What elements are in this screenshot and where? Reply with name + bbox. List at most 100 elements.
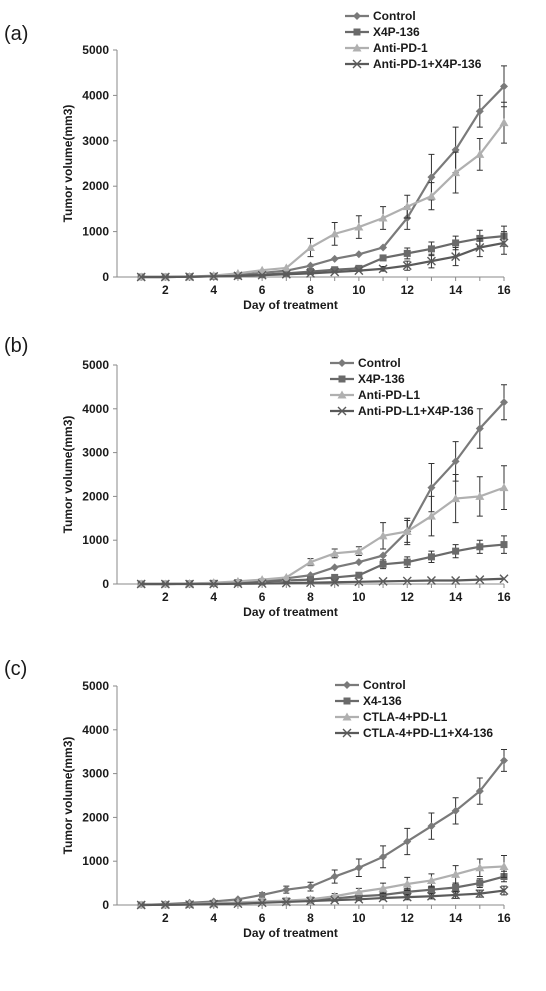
data-point bbox=[451, 494, 461, 503]
data-point bbox=[354, 266, 364, 276]
data-point bbox=[306, 882, 315, 891]
legend-label: Anti-PD-1+X4P-136 bbox=[373, 57, 482, 71]
panel-c-series-4-line bbox=[141, 889, 505, 907]
panel-a-xtick-label: 6 bbox=[259, 283, 266, 297]
panel-b-ytick-label: 0 bbox=[102, 577, 109, 591]
data-point bbox=[257, 270, 267, 280]
panel-b-legend: Control X4P-136 Anti-PD-L1 Anti-PD-L1+X4P-1… bbox=[330, 356, 474, 418]
panel-a-series-1-line bbox=[141, 85, 505, 279]
data-point bbox=[257, 579, 267, 589]
panel-c-ytick-label: 4000 bbox=[82, 723, 109, 737]
data-point bbox=[136, 272, 146, 282]
panel-b-xtick-label: 2 bbox=[162, 590, 169, 604]
legend-label: Control bbox=[358, 356, 401, 370]
data-point bbox=[427, 245, 435, 253]
data-point bbox=[451, 252, 461, 262]
panel-c-xtick-label: 2 bbox=[162, 911, 169, 925]
data-point bbox=[499, 886, 509, 896]
legend-marker bbox=[343, 697, 351, 705]
data-point bbox=[355, 264, 363, 272]
legend-marker bbox=[337, 390, 347, 399]
data-point bbox=[379, 560, 387, 568]
panel-a-xtick-label: 10 bbox=[352, 283, 366, 297]
panel-a-series-1 bbox=[137, 65, 508, 281]
panel-c-y-axis-title: Tumor volume(mm3) bbox=[61, 737, 75, 855]
data-point bbox=[379, 852, 388, 861]
data-point bbox=[426, 511, 436, 520]
panel-c-ytick-label: 3000 bbox=[82, 767, 109, 781]
legend-label: Anti-PD-L1+X4P-136 bbox=[358, 404, 474, 418]
panel-b-xtick-label: 12 bbox=[401, 590, 415, 604]
data-point bbox=[282, 885, 291, 894]
data-point bbox=[499, 483, 509, 492]
data-point bbox=[160, 579, 170, 589]
panel-b-xtick-label: 4 bbox=[210, 590, 217, 604]
data-point bbox=[402, 202, 412, 211]
panel-a-xtick-label: 12 bbox=[401, 283, 415, 297]
data-point bbox=[451, 457, 460, 466]
data-point bbox=[281, 897, 291, 907]
legend-marker bbox=[352, 59, 362, 69]
data-point bbox=[426, 191, 436, 200]
data-point bbox=[330, 267, 340, 277]
data-point bbox=[452, 547, 460, 555]
data-point bbox=[499, 861, 509, 870]
data-point bbox=[402, 879, 412, 888]
data-point bbox=[500, 398, 508, 407]
data-point bbox=[475, 107, 484, 116]
legend-label: X4P-136 bbox=[358, 372, 405, 386]
data-point bbox=[306, 896, 315, 906]
panel-b-series-4-line bbox=[141, 577, 505, 586]
panel-a-legend: Control X4P-136 Anti-PD-1 Anti-PD-1+X4P-136 bbox=[345, 9, 482, 71]
panel-c-xtick-label: 8 bbox=[307, 911, 314, 925]
panel-a-xtick-label: 2 bbox=[162, 283, 169, 297]
legend-marker bbox=[353, 12, 361, 20]
data-point bbox=[379, 551, 388, 560]
data-point bbox=[402, 526, 412, 535]
panel-c-xtick-label: 6 bbox=[259, 911, 266, 925]
data-point bbox=[451, 869, 461, 878]
data-point bbox=[233, 579, 243, 589]
panel-b-xtick-label: 16 bbox=[497, 590, 511, 604]
data-point bbox=[403, 837, 412, 846]
data-point bbox=[160, 272, 170, 282]
panel-b-series-3 bbox=[136, 465, 509, 588]
data-point bbox=[426, 891, 436, 901]
panel-c-xtick-label: 12 bbox=[401, 911, 415, 925]
data-point bbox=[355, 571, 363, 579]
panel-c-series-4 bbox=[136, 885, 509, 910]
panel-a-x-axis-title: Day of treatment bbox=[243, 298, 338, 312]
panel-b-ytick-label: 3000 bbox=[82, 446, 109, 460]
panel-b-x-axis-title: Day of treatment bbox=[243, 605, 338, 619]
panel-b-xtick-label: 14 bbox=[449, 590, 463, 604]
data-point bbox=[427, 173, 436, 182]
panel-b-xtick-label: 8 bbox=[307, 590, 314, 604]
data-point bbox=[354, 863, 363, 872]
panel-b-ytick-label: 4000 bbox=[82, 402, 109, 416]
data-point bbox=[427, 886, 435, 894]
data-point bbox=[403, 558, 411, 566]
legend-marker bbox=[342, 728, 352, 738]
data-point bbox=[499, 118, 509, 127]
legend-marker bbox=[353, 28, 361, 36]
data-point bbox=[378, 576, 388, 586]
data-point bbox=[185, 272, 195, 282]
data-point bbox=[281, 578, 291, 588]
panel-a-xtick-label: 16 bbox=[497, 283, 511, 297]
data-point bbox=[306, 268, 315, 278]
data-point bbox=[355, 892, 363, 900]
data-point bbox=[354, 558, 363, 567]
panel-b: (b) 0 1000 2000 3000 4000 5000 2 4 6 8 10 12 14 16 Day … bbox=[4, 335, 511, 619]
data-point bbox=[378, 213, 388, 222]
data-point bbox=[426, 576, 436, 585]
data-point bbox=[452, 883, 460, 891]
data-point bbox=[475, 787, 484, 796]
panel-c-legend: Control X4-136 CTLA-4+PD-L1 CTLA-4+PD-L1+X4… bbox=[335, 678, 493, 740]
data-point bbox=[281, 572, 291, 581]
panel-a-xtick-label: 8 bbox=[307, 283, 314, 297]
panel-c-ytick-label: 2000 bbox=[82, 810, 109, 824]
panel-c-xtick-label: 4 bbox=[210, 911, 217, 925]
data-point bbox=[209, 579, 219, 589]
data-point bbox=[427, 553, 435, 561]
legend-marker bbox=[337, 406, 347, 416]
